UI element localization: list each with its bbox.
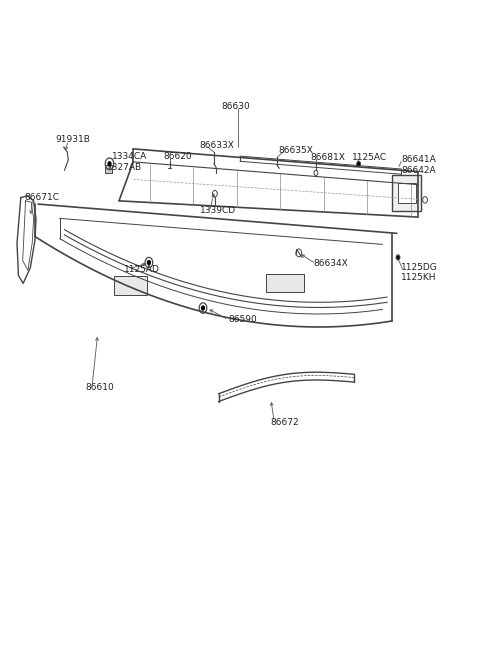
- Bar: [105, 165, 112, 173]
- Text: 1339CD: 1339CD: [200, 206, 236, 215]
- Text: 1334CA: 1334CA: [112, 152, 147, 161]
- Bar: [114, 276, 147, 295]
- Text: 86634X: 86634X: [313, 259, 348, 269]
- Text: 86641A: 86641A: [401, 155, 436, 164]
- Circle shape: [202, 306, 204, 310]
- Text: 86642A: 86642A: [401, 166, 436, 175]
- Text: 1125DG: 1125DG: [401, 263, 438, 272]
- Circle shape: [147, 261, 150, 265]
- Text: 1125KH: 1125KH: [401, 273, 437, 282]
- Text: 86590: 86590: [228, 315, 257, 324]
- Circle shape: [358, 162, 360, 165]
- Text: 86681X: 86681X: [310, 153, 345, 162]
- Bar: [266, 274, 304, 291]
- Text: 86630: 86630: [221, 102, 250, 111]
- Bar: [397, 183, 416, 203]
- Text: 1327AB: 1327AB: [107, 162, 142, 172]
- Text: 86620: 86620: [163, 152, 192, 161]
- Circle shape: [108, 162, 111, 166]
- Circle shape: [397, 256, 399, 259]
- Text: 91931B: 91931B: [55, 135, 90, 143]
- Text: 86635X: 86635X: [278, 145, 313, 155]
- Bar: [392, 175, 421, 211]
- Text: 1125AC: 1125AC: [351, 153, 386, 162]
- Text: 86672: 86672: [271, 419, 300, 428]
- Text: 86671C: 86671C: [24, 193, 59, 202]
- Text: 86610: 86610: [86, 383, 115, 392]
- Text: 86633X: 86633X: [200, 141, 235, 150]
- Text: 1125AD: 1125AD: [124, 265, 160, 274]
